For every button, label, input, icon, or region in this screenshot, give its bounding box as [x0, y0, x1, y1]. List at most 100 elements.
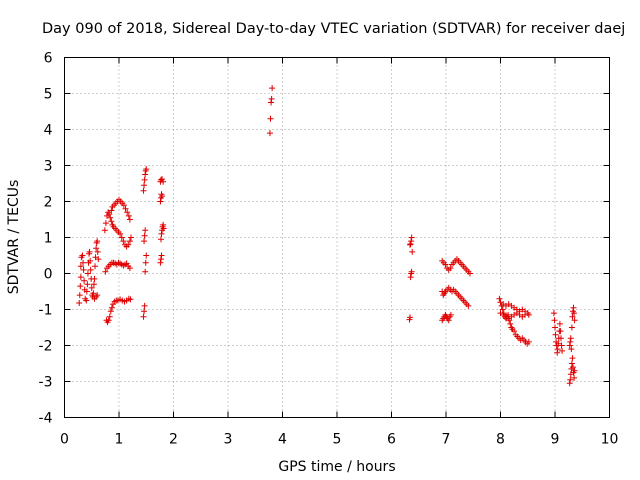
- data-point: [266, 130, 273, 137]
- data-point: [120, 238, 127, 245]
- data-point: [140, 187, 147, 194]
- data-point: [407, 314, 414, 321]
- data-point: [141, 308, 148, 315]
- data-point: [157, 236, 164, 243]
- grid-lines: [64, 57, 610, 418]
- data-point: [90, 281, 97, 288]
- data-point: [160, 221, 167, 228]
- x-tick-label: 3: [224, 432, 233, 448]
- data-point: [125, 212, 132, 219]
- data-point: [496, 295, 503, 302]
- x-tick-label: 6: [387, 432, 396, 448]
- data-point: [552, 324, 558, 331]
- data-point: [159, 176, 166, 183]
- y-tick-label: 4: [44, 123, 53, 139]
- data-point: [558, 342, 565, 349]
- data-point: [550, 310, 557, 317]
- data-point: [84, 270, 91, 277]
- data-point: [499, 306, 506, 313]
- plot-frame: [64, 57, 610, 418]
- data-point: [141, 232, 148, 239]
- data-point: [522, 311, 529, 318]
- data-point: [570, 304, 577, 311]
- x-axis-label: GPS time / hours: [278, 459, 395, 475]
- data-point: [445, 317, 452, 324]
- data-point: [559, 347, 566, 354]
- y-axis-label: SDTVAR / TECUs: [6, 180, 22, 295]
- data-point: [465, 302, 472, 309]
- data-point: [268, 95, 275, 102]
- data-point: [143, 252, 150, 259]
- data-point: [407, 240, 414, 247]
- data-point: [95, 256, 102, 263]
- data-point: [126, 238, 133, 245]
- data-point: [94, 248, 101, 255]
- data-point: [142, 227, 149, 234]
- data-point: [106, 313, 113, 320]
- data-point: [143, 166, 150, 173]
- data-point: [105, 317, 112, 324]
- data-point: [77, 274, 84, 281]
- data-point: [571, 310, 578, 317]
- y-tick-labels: -4 -3 -2 -1 0 1 2 3 4 5 6: [39, 51, 53, 427]
- y-tick-label: 5: [44, 87, 53, 103]
- data-point: [571, 367, 578, 374]
- data-point: [106, 211, 113, 218]
- data-point: [268, 99, 275, 106]
- x-tick-label: 5: [333, 432, 342, 448]
- data-point: [125, 241, 132, 248]
- data-point: [127, 234, 134, 241]
- data-points: [76, 85, 578, 387]
- data-point: [554, 346, 561, 353]
- data-point: [507, 320, 514, 327]
- data-point: [571, 317, 578, 324]
- data-point: [567, 376, 574, 383]
- data-point: [569, 364, 576, 371]
- data-point: [102, 268, 109, 275]
- data-point: [108, 304, 115, 311]
- data-point: [101, 227, 108, 234]
- data-point: [408, 234, 415, 241]
- data-point: [108, 218, 115, 225]
- data-point: [511, 328, 518, 335]
- data-point: [126, 265, 133, 272]
- y-tick-label: 0: [44, 267, 53, 283]
- data-point: [567, 338, 574, 345]
- y-tick-label: -3: [39, 375, 53, 391]
- data-point: [569, 355, 576, 362]
- y-tick-label: 1: [44, 231, 53, 247]
- data-point: [127, 296, 134, 303]
- data-point: [77, 263, 84, 270]
- x-tick-label: 8: [496, 432, 505, 448]
- data-point: [122, 205, 129, 212]
- x-tick-label: 4: [278, 432, 287, 448]
- data-point: [267, 115, 274, 122]
- data-point: [409, 248, 416, 255]
- data-point: [87, 257, 94, 264]
- data-point: [94, 292, 101, 299]
- data-point: [102, 220, 109, 227]
- data-point: [81, 277, 88, 284]
- x-tick-label: 2: [169, 432, 178, 448]
- data-point: [88, 284, 95, 291]
- data-point: [568, 324, 575, 331]
- data-point: [567, 335, 574, 342]
- data-point: [142, 171, 149, 178]
- data-point: [408, 238, 415, 245]
- data-point: [93, 245, 100, 252]
- data-point: [126, 216, 133, 223]
- data-point: [557, 328, 564, 335]
- data-point: [160, 225, 167, 232]
- data-point: [108, 207, 115, 214]
- data-point: [158, 230, 165, 237]
- y-tick-label: 3: [44, 159, 53, 175]
- data-point: [407, 274, 414, 281]
- data-point: [552, 331, 559, 338]
- data-point: [566, 342, 573, 349]
- data-point: [141, 176, 148, 183]
- x-tick-label: 7: [442, 432, 451, 448]
- data-point: [120, 202, 127, 209]
- data-point: [107, 308, 114, 315]
